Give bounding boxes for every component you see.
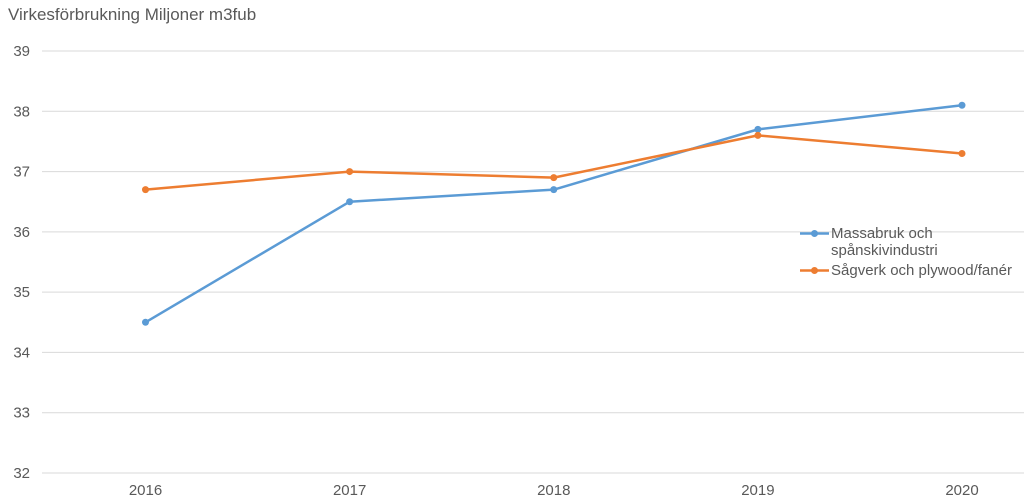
data-point-marker — [958, 149, 966, 157]
x-axis-tick-label: 2016 — [129, 482, 162, 499]
line-series — [144, 134, 964, 191]
chart-title: Virkesförbrukning Miljoner m3fub — [8, 5, 257, 24]
data-point-marker — [754, 125, 762, 133]
legend-item-massabruk: Massabruk och spånskivindustri — [800, 225, 1024, 259]
legend-label: Sågverk och plywood/fanér — [831, 262, 1012, 279]
legend-key-line-marker-icon — [800, 267, 829, 274]
data-point-marker — [754, 131, 762, 139]
x-axis-tick-label: 2017 — [333, 482, 366, 499]
y-axis-tick-label: 34 — [13, 344, 30, 361]
data-point-marker — [142, 318, 149, 326]
y-axis-tick-label: 39 — [13, 43, 30, 60]
y-axis-tick-label: 35 — [13, 284, 30, 301]
line-series — [144, 104, 964, 324]
data-point-marker — [958, 101, 966, 109]
y-axis-tick-label: 37 — [13, 164, 30, 181]
legend-key-line-marker-icon — [800, 230, 829, 237]
data-point-marker — [142, 186, 149, 194]
legend-item-sagverk: Sågverk och plywood/fanér — [800, 262, 1024, 279]
y-axis-tick-label: 32 — [13, 465, 30, 482]
y-axis-tick-label: 36 — [13, 224, 30, 241]
y-axis-tick-label: 33 — [13, 405, 30, 422]
data-point-marker — [346, 198, 354, 206]
data-point-marker — [346, 168, 354, 176]
x-axis-tick-label: 2018 — [537, 482, 570, 499]
legend-marker-icon — [811, 230, 818, 237]
data-point-marker — [550, 174, 558, 182]
x-axis-tick-label: 2019 — [741, 482, 774, 499]
data-point-marker — [550, 186, 558, 194]
x-axis-tick-label: 2020 — [945, 482, 978, 499]
legend: Massabruk och spånskivindustri Sågverk o… — [800, 225, 1024, 279]
legend-label: Massabruk och spånskivindustri — [831, 225, 938, 259]
legend-marker-icon — [811, 267, 818, 274]
y-axis-tick-label: 38 — [13, 103, 30, 120]
